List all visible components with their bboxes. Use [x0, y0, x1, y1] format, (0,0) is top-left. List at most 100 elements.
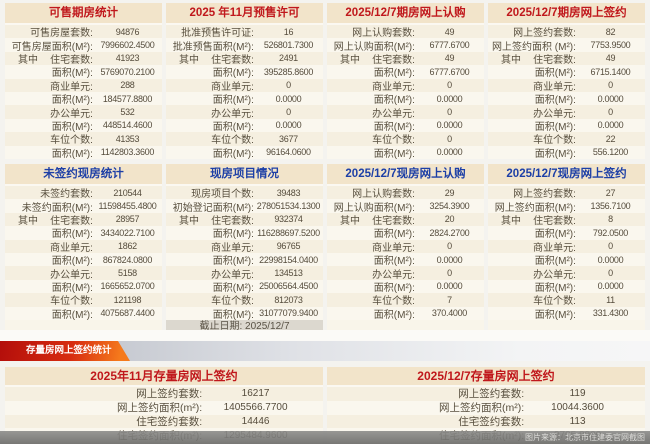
row-value: 4075687.4400: [100, 308, 155, 319]
panel-title: 2025/12/7存量房网上签约: [327, 367, 645, 387]
stat-row: 商业单元: 1862: [5, 239, 162, 254]
row-value: 0: [608, 268, 613, 279]
stat-row: 面积(M²): 0.0000: [327, 91, 484, 106]
row-label: 住宅签约套数:: [136, 416, 203, 428]
row-label: 批准预售许可证:: [181, 28, 254, 40]
row-value: 113: [569, 415, 586, 427]
row-value: 7: [447, 294, 452, 305]
stat-row: 网上签约面积(m²): 10044.3600: [327, 400, 645, 415]
stat-row: 现房项目个数: 39483: [166, 186, 323, 200]
row-value: 0.0000: [436, 254, 463, 265]
row-value: 16: [283, 26, 294, 37]
row-value: 49: [444, 53, 455, 64]
stat-row: 商业单元: 288: [5, 78, 162, 93]
stat-row: 办公单元: 134513: [166, 266, 323, 281]
row-value: 121198: [113, 294, 142, 305]
row-label: 面积(M²):: [373, 121, 415, 133]
row-label: 商业单元:: [211, 242, 254, 254]
stat-row: 办公单元: 0: [488, 105, 645, 120]
row-value: 116288697.5200: [257, 227, 320, 238]
row-value: 1862: [118, 241, 137, 252]
stat-row: 其中 住宅套数: 41923: [5, 51, 162, 66]
row-value: 96164.0600: [266, 147, 311, 158]
row-value: 0.0000: [436, 93, 463, 104]
row-label: 车位个数:: [372, 135, 415, 147]
stat-row: 面积(M²): 22998154.0400: [166, 252, 323, 267]
row-label: 车位个数:: [50, 135, 93, 147]
row-group-prefix: 其中: [340, 54, 360, 66]
stat-row: 网上签约套数: 82: [488, 25, 645, 39]
row-label: 住宅套数:: [50, 54, 93, 66]
stat-row: 面积(M²): 6777.6700: [327, 65, 484, 80]
panel-rows: 现房项目个数: 39483 初始登记面积(M²): 278051534.1300…: [166, 186, 323, 321]
stat-row: 网上签约面积(m²): 1405566.7700: [5, 400, 323, 415]
row-label: 住宅套数:: [211, 215, 254, 227]
row-value: 7996602.4500: [100, 40, 155, 51]
stat-row: 面积(M²): 0.0000: [488, 252, 645, 267]
row-value: 41923: [115, 53, 140, 64]
panel-rows: 可售房屋套数: 94876 可售房屋面积(M²): 7996602.4500 其…: [5, 25, 162, 159]
stat-row: 办公单元: 0: [327, 266, 484, 281]
row-label: 面积(M²):: [212, 229, 254, 241]
panel-title: 2025年11月存量房网上签约: [5, 367, 323, 387]
row-value: 82: [605, 26, 616, 37]
row-label: 面积(M²):: [51, 256, 93, 268]
stat-row: 车位个数: 7: [327, 293, 484, 307]
row-value: 0.0000: [436, 281, 463, 292]
row-value: 6777.6700: [429, 40, 470, 51]
stat-row: 面积(M²): 0.0000: [488, 91, 645, 106]
row-value: 0.0000: [275, 93, 302, 104]
stat-row: 车位个数: 0: [327, 132, 484, 147]
panel-presale-online-signing: 2025/12/7期房网上签约 网上签约套数: 82 网上签约面积 (M²): …: [488, 3, 645, 159]
row-label: 商业单元:: [50, 81, 93, 93]
stat-row: 其中 住宅套数: 49: [327, 51, 484, 66]
row-label: 商业单元:: [533, 242, 576, 254]
stat-row: 商业单元: 0: [488, 78, 645, 93]
stat-row: 面积(M²): 0.0000: [166, 91, 323, 106]
row-label: 面积(M²):: [373, 309, 415, 321]
row-label: 住宅套数:: [372, 215, 415, 227]
row-group-prefix: 其中: [501, 215, 521, 227]
panel-title: 未签约现房统计: [5, 164, 162, 186]
row-group-prefix: 其中: [18, 54, 38, 66]
row-value: 370.4000: [431, 308, 468, 319]
row-label: 面积(M²):: [534, 309, 576, 321]
row-value: 867824.0800: [102, 254, 153, 265]
row-label: 办公单元:: [533, 269, 576, 281]
row-label: 住宅套数:: [533, 215, 576, 227]
row-value: 556.1200: [592, 147, 629, 158]
stat-row: 面积(M²): 0.0000: [327, 279, 484, 294]
row-label: 住宅套数:: [211, 54, 254, 66]
row-value: 0: [447, 268, 452, 279]
stat-row: 面积(M²): 0.0000: [327, 145, 484, 159]
stat-row: 住宅签约套数: 14446: [5, 414, 323, 429]
stat-row: 面积(M²): 0.0000: [488, 279, 645, 294]
row-label: 面积(M²):: [373, 68, 415, 80]
row-label: 办公单元:: [211, 269, 254, 281]
stat-row: 住宅签约套数: 113: [327, 414, 645, 429]
stat-row: 网上签约面积(M²): 1356.7100: [488, 199, 645, 214]
watermark-bar: 图片来源：北京市住建委官网截图: [0, 431, 650, 444]
stat-row: 批准预售面积(M²): 526801.7300: [166, 38, 323, 53]
stat-row: 其中 住宅套数: 20: [327, 212, 484, 227]
stat-row: 未签约面积(M²): 11598455.4800: [5, 199, 162, 214]
stat-row: 面积(M²): 25006564.4500: [166, 279, 323, 294]
row-label: 网上签约面积(m²):: [117, 402, 203, 415]
row-label: 面积(M²):: [373, 256, 415, 268]
stat-row: 其中 住宅套数: 2491: [166, 51, 323, 66]
row-value: 0: [447, 80, 452, 91]
row-value: 0: [447, 241, 452, 252]
row-label: 网上签约套数:: [136, 388, 203, 401]
stat-row: 未签约套数: 210544: [5, 186, 162, 200]
section-divider: [0, 330, 650, 341]
row-label: 网上签约面积 (M²):: [492, 41, 576, 53]
row-value: 134513: [274, 268, 303, 279]
row-label: 车位个数:: [211, 135, 254, 147]
banner-ribbon: 存量房网上签约统计: [0, 341, 130, 361]
stat-row: 商业单元: 0: [166, 78, 323, 93]
row-label: 商业单元:: [533, 81, 576, 93]
panel-rows: 批准预售许可证: 16 批准预售面积(M²): 526801.7300 其中 住…: [166, 25, 323, 159]
row-label: 批准预售面积(M²):: [172, 41, 254, 53]
row-value: 0.0000: [436, 147, 463, 158]
